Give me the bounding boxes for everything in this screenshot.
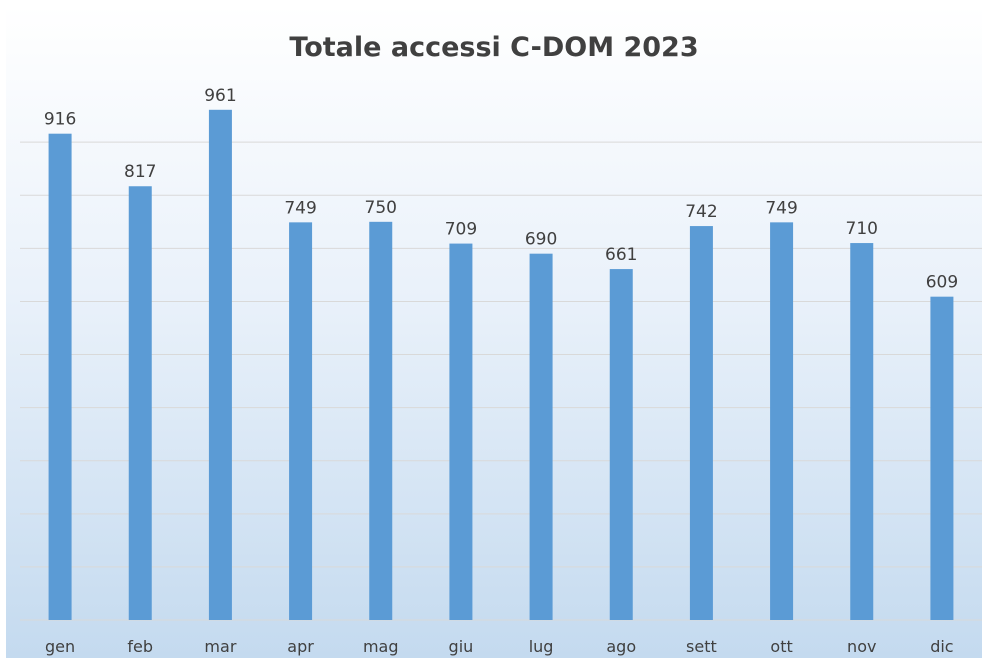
- bar-mag: [369, 221, 393, 620]
- category-label-nov: nov: [847, 637, 876, 656]
- data-label-dic: 609: [926, 273, 958, 293]
- data-label-sett: 742: [685, 202, 717, 222]
- category-label-sett: sett: [686, 637, 717, 656]
- data-label-ago: 661: [605, 245, 637, 265]
- category-label-dic: dic: [930, 637, 953, 656]
- bar-giu: [449, 243, 473, 620]
- data-label-lug: 690: [525, 230, 557, 250]
- bar-ott: [770, 222, 794, 620]
- data-label-mag: 750: [365, 198, 397, 218]
- bar-lug: [529, 253, 553, 620]
- gridlines: [20, 141, 982, 621]
- bar-mar: [208, 109, 232, 621]
- category-label-gen: gen: [45, 637, 75, 656]
- bar-sett: [689, 226, 713, 620]
- category-label-ott: ott: [770, 637, 792, 656]
- bar-chart: 916 817 961 749 750 709 690 661 742 749 710 609 gen…: [20, 86, 982, 656]
- category-label-feb: feb: [127, 637, 153, 656]
- bars: [48, 109, 954, 621]
- data-label-apr: 749: [284, 198, 316, 218]
- data-label-gen: 916: [44, 110, 76, 130]
- data-label-mar: 961: [204, 86, 236, 106]
- category-labels: gen feb mar apr mag giu lug ago sett ott nov dic: [45, 637, 954, 656]
- bar-nov: [850, 243, 874, 620]
- chart-area: Totale accessi C-DOM 2023 916 817 961 749 75…: [6, 6, 982, 658]
- data-label-giu: 709: [445, 220, 477, 240]
- category-label-giu: giu: [449, 637, 474, 656]
- bar-dic: [930, 296, 954, 620]
- category-label-mar: mar: [204, 637, 236, 656]
- bar-apr: [289, 222, 313, 620]
- data-label-feb: 817: [124, 162, 156, 182]
- category-label-mag: mag: [363, 637, 399, 656]
- category-label-ago: ago: [606, 637, 636, 656]
- category-label-lug: lug: [529, 637, 554, 656]
- data-labels: 916 817 961 749 750 709 690 661 742 749 710 609: [44, 86, 958, 293]
- bar-gen: [48, 133, 72, 621]
- bar-ago: [609, 269, 633, 620]
- category-label-apr: apr: [287, 637, 314, 656]
- bar-feb: [128, 186, 152, 621]
- chart-title: Totale accessi C-DOM 2023: [289, 32, 699, 63]
- data-label-ott: 749: [765, 198, 797, 218]
- data-label-nov: 710: [846, 219, 878, 239]
